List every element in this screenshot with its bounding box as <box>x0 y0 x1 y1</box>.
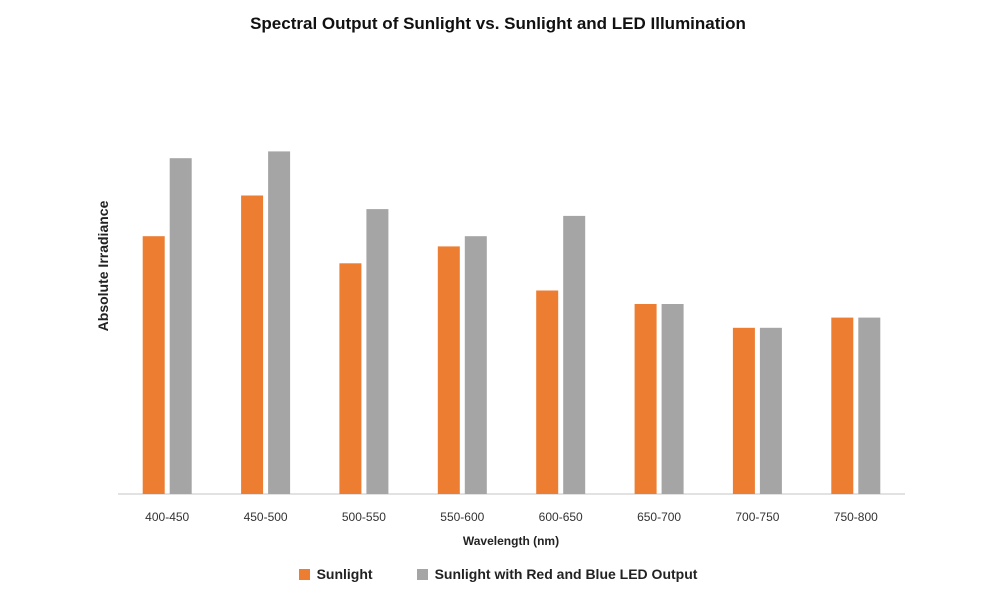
x-axis-label: Wavelength (nm) <box>463 534 559 548</box>
bars-layer <box>142 151 881 494</box>
legend-swatch-sunlight <box>298 568 310 580</box>
bar-sunlight-led-400-450 <box>169 158 192 494</box>
x-tick-label: 650-700 <box>637 510 681 524</box>
bar-sunlight-led-450-500 <box>268 151 291 494</box>
x-tick-label: 400-450 <box>145 510 189 524</box>
y-axis-label: Absolute Irradiance <box>95 200 111 331</box>
bar-sunlight-500-550 <box>339 263 362 494</box>
bar-sunlight-led-700-750 <box>759 327 782 494</box>
bar-sunlight-700-750 <box>732 327 755 494</box>
legend-item-sunlight: Sunlight <box>298 566 373 582</box>
x-tick-label: 600-650 <box>539 510 583 524</box>
x-tick-label: 450-500 <box>244 510 288 524</box>
bar-sunlight-led-750-800 <box>858 317 881 494</box>
bar-sunlight-led-600-650 <box>563 215 586 494</box>
x-tick-label: 500-550 <box>342 510 386 524</box>
bar-sunlight-led-500-550 <box>366 209 389 494</box>
x-tick-label: 700-750 <box>735 510 779 524</box>
legend: Sunlight Sunlight with Red and Blue LED … <box>0 566 996 582</box>
bar-sunlight-600-650 <box>536 290 559 494</box>
bar-sunlight-400-450 <box>142 236 165 494</box>
bar-sunlight-750-800 <box>831 317 854 494</box>
legend-swatch-sunlight-led <box>416 568 428 580</box>
legend-item-sunlight-led: Sunlight with Red and Blue LED Output <box>416 566 698 582</box>
bar-sunlight-led-550-600 <box>464 236 487 494</box>
bar-sunlight-550-600 <box>437 246 460 494</box>
bar-sunlight-450-500 <box>241 195 264 494</box>
bar-sunlight-650-700 <box>634 304 657 494</box>
chart-title: Spectral Output of Sunlight vs. Sunlight… <box>250 14 746 33</box>
legend-label-sunlight: Sunlight <box>316 566 373 582</box>
x-tick-labels: 400-450 450-500 500-550 550-600 600-650 650-7… <box>145 510 878 524</box>
x-tick-label: 550-600 <box>440 510 484 524</box>
bar-sunlight-led-650-700 <box>661 304 684 494</box>
legend-label-sunlight-led: Sunlight with Red and Blue LED Output <box>434 566 698 582</box>
x-tick-label: 750-800 <box>834 510 878 524</box>
